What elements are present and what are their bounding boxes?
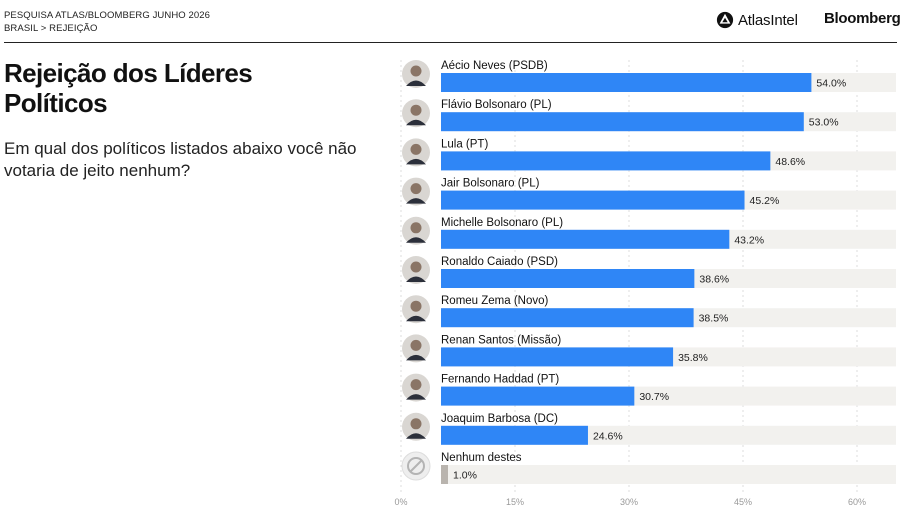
category-label: Aécio Neves (PSDB) bbox=[441, 60, 548, 72]
header-meta: PESQUISA ATLAS/BLOOMBERG JUNHO 2026 BRAS… bbox=[4, 9, 210, 35]
person-avatar-icon[interactable] bbox=[402, 256, 430, 284]
value-label: 54.0% bbox=[816, 78, 846, 90]
atlasintel-logo[interactable]: AtlasIntel bbox=[716, 9, 798, 31]
x-tick-label: 30% bbox=[620, 497, 638, 507]
value-label: 53.0% bbox=[809, 117, 839, 129]
value-label: 35.8% bbox=[678, 352, 708, 364]
bar-track bbox=[441, 269, 896, 288]
bar[interactable] bbox=[441, 229, 730, 249]
bar[interactable] bbox=[441, 425, 588, 445]
person-avatar-icon[interactable] bbox=[402, 295, 430, 324]
category-label: Nenhum destes bbox=[441, 452, 522, 464]
atlasintel-wordmark: AtlasIntel bbox=[738, 11, 798, 29]
bar[interactable] bbox=[441, 112, 804, 132]
bar-track bbox=[441, 73, 896, 92]
value-label: 1.0% bbox=[453, 470, 477, 482]
category-label: Jair Bolsonaro (PL) bbox=[441, 178, 540, 190]
person-avatar-icon[interactable] bbox=[402, 99, 430, 128]
category-label: Fernando Haddad (PT) bbox=[441, 374, 559, 386]
category-label: Flávio Bolsonaro (PL) bbox=[441, 99, 552, 111]
bar-track bbox=[441, 347, 896, 367]
person-avatar-icon[interactable] bbox=[402, 60, 430, 88]
bloomberg-logo[interactable]: Bloomberg bbox=[824, 10, 901, 27]
prohibited-icon-bg bbox=[401, 451, 431, 481]
bar[interactable] bbox=[441, 190, 745, 210]
page-title: Rejeição dos Líderes Políticos bbox=[4, 58, 253, 118]
category-label: Romeu Zema (Novo) bbox=[441, 295, 549, 307]
value-label: 48.6% bbox=[775, 156, 805, 168]
atlas-logo-icon bbox=[716, 11, 734, 29]
bar[interactable] bbox=[441, 465, 448, 484]
x-tick-label: 45% bbox=[734, 497, 752, 507]
bar-track bbox=[441, 465, 896, 484]
prohibited-icon-slash bbox=[409, 459, 423, 473]
value-label: 45.2% bbox=[750, 195, 780, 207]
source-line: PESQUISA ATLAS/BLOOMBERG JUNHO 2026 bbox=[4, 10, 211, 21]
header-divider bbox=[4, 42, 897, 43]
bar[interactable] bbox=[441, 151, 771, 171]
bar-track bbox=[441, 151, 896, 171]
person-avatar-icon[interactable] bbox=[402, 216, 430, 245]
bar[interactable] bbox=[441, 347, 674, 367]
person-avatar-icon[interactable] bbox=[402, 334, 430, 363]
bar-track bbox=[441, 386, 896, 406]
bar-track bbox=[441, 112, 896, 132]
bar[interactable] bbox=[441, 269, 695, 288]
bar-track bbox=[441, 229, 896, 249]
category-label: Joaquim Barbosa (DC) bbox=[441, 413, 558, 425]
breadcrumb: BRASIL > REJEIÇÃO bbox=[4, 23, 98, 34]
bar-track bbox=[441, 425, 896, 445]
bar-track bbox=[441, 190, 896, 210]
category-label: Lula (PT) bbox=[441, 138, 488, 150]
value-label: 24.6% bbox=[593, 430, 623, 442]
prohibited-icon bbox=[407, 457, 425, 475]
bar[interactable] bbox=[441, 386, 635, 406]
person-avatar-icon[interactable] bbox=[402, 177, 430, 206]
category-label: Renan Santos (Missão) bbox=[441, 334, 561, 346]
person-avatar-icon[interactable] bbox=[402, 412, 430, 441]
value-label: 38.5% bbox=[699, 313, 729, 325]
category-label: Ronaldo Caiado (PSD) bbox=[441, 256, 558, 268]
value-label: 43.2% bbox=[734, 234, 764, 246]
person-avatar-icon[interactable] bbox=[402, 138, 430, 167]
person-avatar-icon[interactable] bbox=[402, 373, 430, 402]
value-label: 30.7% bbox=[639, 391, 669, 403]
x-tick-label: 15% bbox=[506, 497, 524, 507]
bar[interactable] bbox=[441, 73, 812, 92]
category-label: Michelle Bolsonaro (PL) bbox=[441, 217, 563, 229]
bar[interactable] bbox=[441, 308, 694, 328]
question-text: Em qual dos políticos listados abaixo vo… bbox=[4, 139, 357, 180]
bar-track bbox=[441, 308, 896, 328]
x-tick-label: 0% bbox=[394, 497, 407, 507]
x-tick-label: 60% bbox=[848, 497, 866, 507]
value-label: 38.6% bbox=[699, 274, 729, 286]
